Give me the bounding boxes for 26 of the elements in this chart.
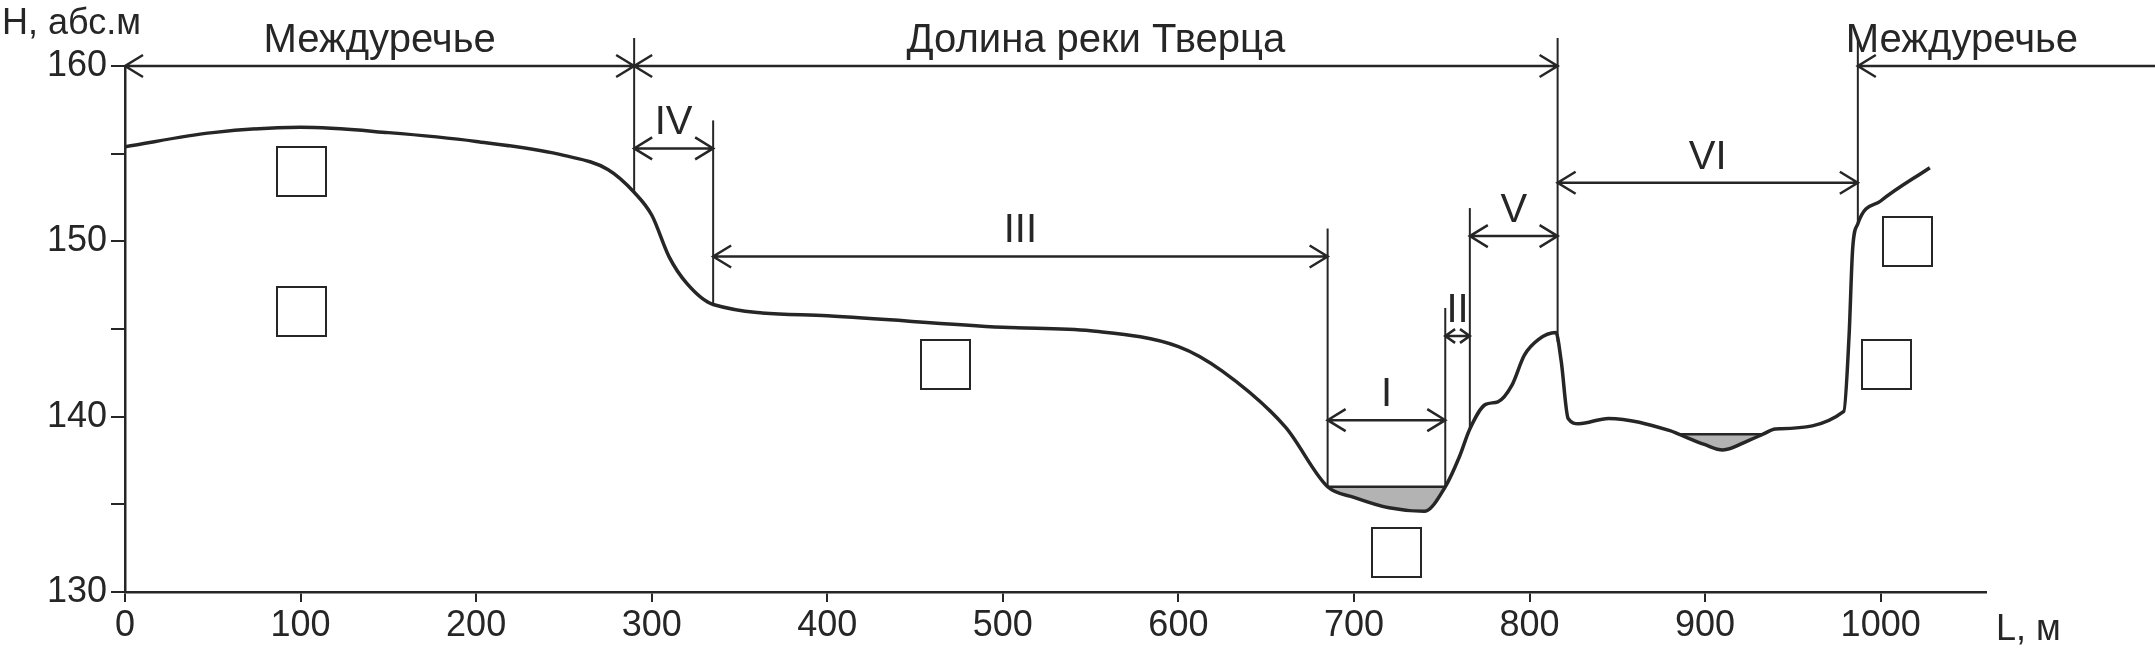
x-tick-label: 700 [1323, 602, 1384, 644]
x-tick-label: 500 [972, 602, 1033, 644]
y-tick-label: 130 [46, 568, 107, 610]
y-axis-title: H, абс.м [2, 1, 141, 42]
annotation: IV [654, 98, 693, 143]
y-tick-label: 140 [46, 393, 107, 435]
x-tick-label: 800 [1499, 602, 1560, 644]
text: Междуречье [1845, 16, 2079, 60]
annotation: V [1500, 186, 1528, 231]
x-tick-label: 100 [270, 602, 331, 644]
x-axis-title: L, м [1996, 607, 2061, 648]
x-tick-label: 600 [1148, 602, 1209, 644]
text: Долина реки Тверца [906, 16, 1286, 60]
x-tick-label: 400 [797, 602, 858, 644]
annotation: III [1003, 206, 1038, 251]
x-tick-label: 0 [114, 602, 136, 644]
y-tick-label: 150 [46, 218, 107, 260]
y-tick-label: 160 [46, 42, 107, 84]
x-tick-label: 1000 [1840, 602, 1921, 644]
annotation: I [1380, 370, 1392, 415]
text: Междуречье [263, 16, 496, 60]
x-tick-label: 900 [1675, 602, 1736, 644]
x-tick-label: 200 [446, 602, 507, 644]
x-tick-label: 300 [621, 602, 682, 644]
annotation: II [1446, 286, 1469, 331]
annotation: VI [1688, 132, 1727, 177]
